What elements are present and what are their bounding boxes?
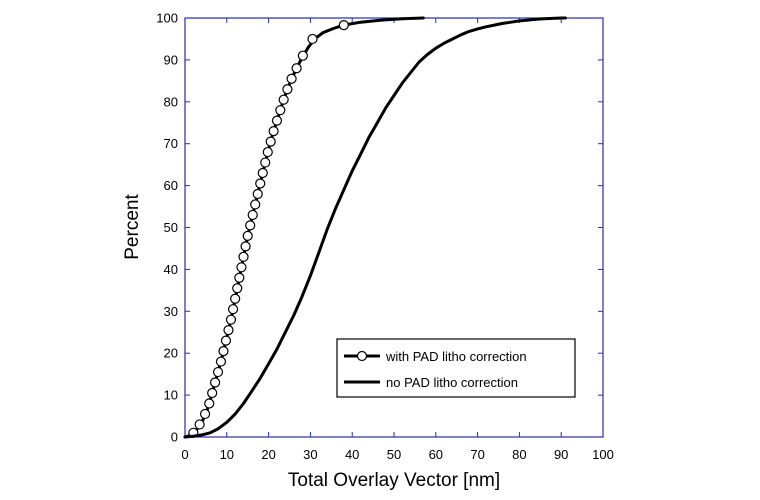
series-0-point	[282, 84, 293, 95]
series-0-point	[257, 167, 268, 179]
series-0-point	[218, 346, 229, 357]
series-0-point	[275, 105, 286, 116]
x-tick-label: 40	[345, 447, 359, 462]
y-tick-label: 30	[164, 304, 178, 319]
series-0-point	[260, 157, 271, 168]
series-layer	[183, 16, 567, 439]
series-0-point	[271, 115, 283, 126]
series-0-point	[199, 408, 211, 420]
y-tick-label: 80	[164, 94, 178, 109]
series-0-point	[209, 377, 221, 388]
x-axis-title: Total Overlay Vector [nm]	[288, 470, 500, 491]
series-0-point	[291, 63, 302, 74]
series-0-point	[204, 398, 215, 409]
series-0-point	[220, 335, 232, 346]
legend-label-with-pad: with PAD litho correction	[385, 349, 527, 364]
y-tick-label: 60	[164, 178, 178, 193]
series-0-point	[242, 230, 253, 241]
series-0-point	[207, 387, 218, 399]
x-tick-label: 70	[470, 447, 484, 462]
legend-box	[336, 338, 576, 398]
series-0-point	[230, 293, 241, 304]
series-0-point	[232, 283, 243, 294]
x-tick-label: 30	[303, 447, 317, 462]
series-0-point	[236, 262, 247, 273]
series-0-point	[268, 126, 279, 137]
series-0-point	[240, 241, 251, 252]
y-tick-label: 0	[171, 430, 178, 445]
y-tick-label: 40	[164, 262, 178, 277]
series-0-point	[212, 366, 224, 378]
series-0-point	[238, 251, 249, 262]
series-0-point	[297, 50, 308, 61]
series-0-point	[265, 136, 276, 147]
y-tick-label: 20	[164, 346, 178, 361]
y-axis-ticks: 0 10 20 30 40 50 60 70 80 90 100	[156, 11, 603, 445]
x-tick-label: 10	[220, 447, 234, 462]
series-0-point	[227, 304, 239, 315]
x-tick-label: 60	[429, 447, 443, 462]
legend-label-no-pad: no PAD litho correction	[386, 375, 518, 390]
y-tick-label: 50	[164, 220, 178, 235]
x-axis-ticks: 0 10 20 30 40 50 60 70 80 90 100	[181, 18, 614, 462]
y-tick-label: 70	[164, 136, 178, 151]
series-0-point	[255, 178, 266, 189]
series-0-point	[223, 325, 234, 336]
x-tick-label: 20	[261, 447, 275, 462]
series-0-point	[252, 188, 263, 200]
series-0-point	[262, 146, 273, 158]
y-axis-title: Percent	[122, 194, 143, 260]
legend: with PAD litho correction no PAD litho c…	[336, 338, 576, 398]
series-0-point	[247, 209, 258, 221]
series-0-point	[215, 356, 227, 367]
x-tick-label: 100	[592, 447, 614, 462]
series-0-point	[225, 314, 237, 325]
x-tick-label: 80	[512, 447, 526, 462]
legend-marker-with-pad	[356, 350, 368, 362]
x-tick-label: 50	[387, 447, 401, 462]
series-0-point	[278, 94, 289, 105]
series-line-1	[183, 16, 567, 439]
series-0-point	[338, 20, 349, 31]
series-0-point	[245, 220, 256, 231]
series-0-point	[286, 73, 297, 84]
series-0-point	[307, 33, 318, 45]
series-0-point	[194, 419, 205, 430]
y-tick-label: 90	[164, 52, 178, 67]
series-0-point	[234, 272, 245, 283]
x-tick-label: 90	[554, 447, 568, 462]
series-0-point	[250, 199, 261, 210]
y-tick-label: 100	[156, 11, 178, 26]
x-tick-label: 0	[181, 447, 188, 462]
y-tick-label: 10	[164, 388, 178, 403]
